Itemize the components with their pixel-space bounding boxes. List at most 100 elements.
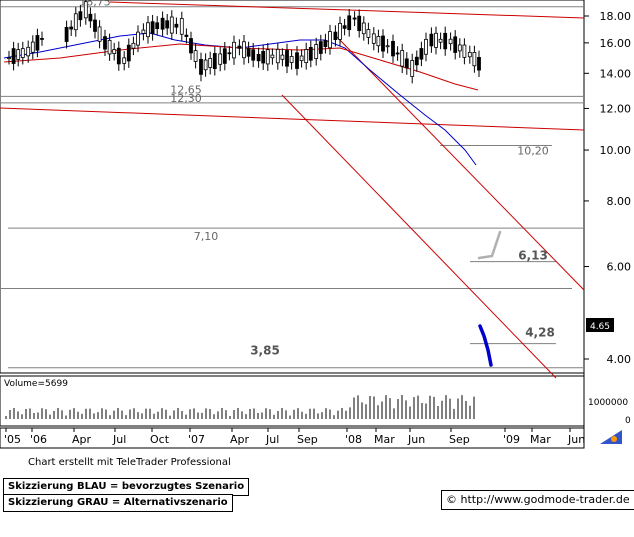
candle-body <box>136 31 140 46</box>
candle-body <box>275 48 280 64</box>
candle-body <box>404 58 409 69</box>
candle-body <box>376 36 381 47</box>
candle-body <box>141 29 146 34</box>
candle-body <box>289 56 294 63</box>
candle-body <box>193 50 198 62</box>
candle-body <box>126 44 131 62</box>
grey-scenario-path <box>477 230 502 260</box>
trend-line <box>281 94 557 379</box>
candle-body <box>35 35 40 51</box>
time-axis-label: Apr <box>230 433 250 446</box>
candle-body <box>472 52 477 67</box>
candle-body <box>107 39 112 55</box>
candle-body <box>16 49 21 60</box>
level-annotation: 4,28 <box>525 326 555 340</box>
candle-body <box>246 48 251 57</box>
time-axis-label: Mar <box>530 433 551 446</box>
price-axis-label: 4.00 <box>607 353 632 366</box>
time-axis-label: Oct <box>150 433 170 446</box>
source-url-box[interactable]: © http://www.godmode-trader.de <box>441 490 634 510</box>
candle-body <box>251 49 256 61</box>
source-url[interactable]: http://www.godmode-trader.de <box>460 493 630 506</box>
candle-body <box>146 22 150 38</box>
candle-body <box>203 59 208 71</box>
price-axis-label: 12.00 <box>600 102 632 115</box>
candle-body <box>160 17 165 30</box>
candle-body <box>237 45 242 49</box>
candle-body <box>112 49 117 54</box>
chart-credit: Chart erstellt mit TeleTrader Profession… <box>28 457 231 468</box>
time-axis-label: '07 <box>188 433 205 446</box>
zoom-icon-shape <box>600 430 622 444</box>
last-price-bg <box>586 318 614 332</box>
blue-scenario-path <box>478 324 493 367</box>
candle-body <box>103 36 107 50</box>
candle-body <box>462 44 467 58</box>
candle-body <box>434 32 438 48</box>
level-annotation: 12,30 <box>170 92 202 105</box>
price-axis-label: 10.00 <box>600 144 632 157</box>
volume-label: Volume=5699 <box>4 379 68 389</box>
price-axis-label: 16.00 <box>600 37 632 50</box>
candle-body <box>295 52 299 69</box>
time-axis-label: '09 <box>503 433 520 446</box>
candle-body <box>73 13 78 31</box>
candle-body <box>7 57 11 59</box>
candle-body <box>261 51 266 64</box>
candle-body <box>285 50 289 67</box>
time-axis-label: Mar <box>374 433 395 446</box>
candle-body <box>347 15 352 31</box>
price-axis-label: 18.00 <box>600 10 632 23</box>
candle-body <box>457 44 462 52</box>
candle-body <box>443 32 448 50</box>
trend-line <box>0 107 585 131</box>
candle-body <box>318 41 323 54</box>
candle-body <box>381 35 385 52</box>
zoom-icon-dot <box>611 436 617 442</box>
candle-body <box>308 47 313 61</box>
time-axis-label: Jun <box>407 433 425 446</box>
zoom-icon[interactable] <box>600 430 622 444</box>
candle-body <box>357 15 362 32</box>
price-axis-label: 8.00 <box>607 195 632 208</box>
candle-body <box>361 22 366 35</box>
candle-body <box>385 45 390 48</box>
candle-body <box>242 41 246 59</box>
candle-body <box>400 50 405 67</box>
candle-body <box>218 53 223 65</box>
candle-body <box>69 26 74 30</box>
level-annotation: 12,65 <box>170 83 202 96</box>
candle-body <box>189 38 193 54</box>
candle-body <box>232 41 236 59</box>
candle-body <box>314 44 319 60</box>
candle-body <box>424 38 428 55</box>
candle-body <box>467 51 472 58</box>
candle-body <box>328 31 332 49</box>
candle-body <box>323 40 328 47</box>
copyright-icon: © <box>446 493 457 506</box>
candle-body <box>371 33 376 44</box>
candle-body <box>116 47 121 65</box>
time-axis-label: Apr <box>72 433 92 446</box>
candle-body <box>30 41 35 53</box>
candle-body <box>410 60 415 77</box>
level-annotation: 6,13 <box>518 249 548 263</box>
candle-body <box>477 57 481 71</box>
candle-body <box>342 25 347 29</box>
level-annotation: 7,10 <box>194 230 219 243</box>
candle-body <box>179 18 184 35</box>
time-axis-label: Sep <box>449 433 470 446</box>
volume-panel-frame <box>0 375 585 427</box>
candle-body <box>184 34 189 37</box>
candle-body <box>83 1 88 19</box>
candle-body <box>222 48 227 64</box>
level-annotation: 3,85 <box>250 344 280 358</box>
candle-body <box>11 48 16 64</box>
candle-body <box>429 33 434 47</box>
candle-body <box>352 17 357 20</box>
candle-body <box>64 27 69 42</box>
level-annotation: 18,75 <box>79 0 111 9</box>
candle-body <box>199 59 203 75</box>
candle-body <box>131 42 136 49</box>
candle-body <box>395 52 400 55</box>
